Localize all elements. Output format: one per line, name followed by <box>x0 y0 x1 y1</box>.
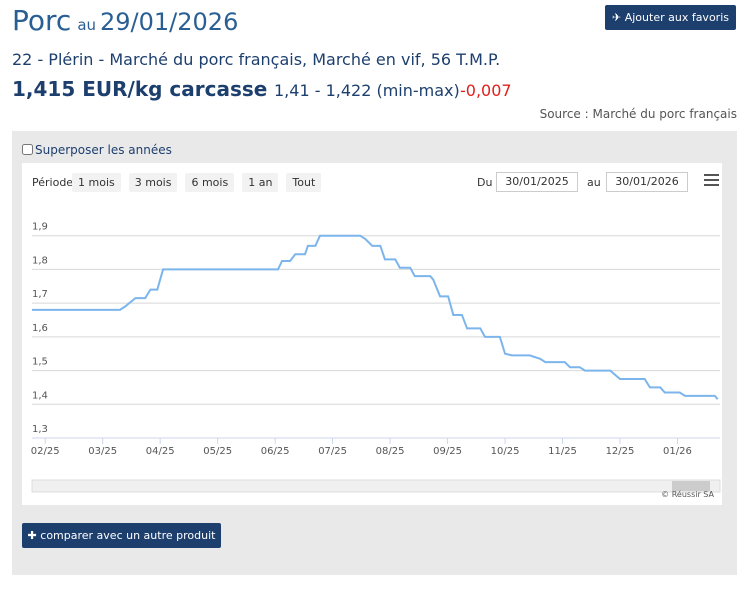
y-tick-label: 1,5 <box>32 357 48 368</box>
date-prefix: au <box>77 16 97 34</box>
y-tick-label: 1,3 <box>32 424 48 435</box>
y-tick-label: 1,4 <box>32 390 48 401</box>
x-tick-label: 03/25 <box>88 446 117 457</box>
subtitle: 22 - Plérin - Marché du porc français, M… <box>12 50 501 69</box>
period-label: Période <box>32 176 74 189</box>
product-title: Porc <box>12 4 72 37</box>
chart-box <box>22 163 722 505</box>
compare-label: comparer avec un autre produit <box>40 529 216 542</box>
x-tick-label: 11/25 <box>548 446 577 457</box>
price: 1,415 EUR/kg carcasse <box>12 77 268 101</box>
to-label: au <box>587 176 601 189</box>
from-label: Du <box>477 176 493 189</box>
price-change: -0,007 <box>460 81 512 100</box>
date: 29/01/2026 <box>100 8 239 36</box>
y-tick-label: 1,7 <box>32 289 48 300</box>
scrollbar-thumb[interactable] <box>672 481 710 491</box>
price-range: 1,41 - 1,422 (min-max) <box>274 81 460 100</box>
favorite-button[interactable]: ✈ Ajouter aux favoris <box>605 5 736 30</box>
y-tick-label: 1,6 <box>32 323 48 334</box>
y-tick-label: 1,8 <box>32 255 48 266</box>
period-buttons: 1 mois 3 mois 6 mois 1 an Tout <box>72 173 322 192</box>
period-button[interactable]: 3 mois <box>128 173 178 192</box>
menu-button[interactable] <box>704 174 719 188</box>
overlay-label: Superposer les années <box>35 143 172 157</box>
period-button[interactable]: Tout <box>286 173 322 192</box>
x-tick-label: 06/25 <box>261 446 290 457</box>
compare-button[interactable]: ✚ comparer avec un autre produit <box>22 523 221 548</box>
x-tick-label: 04/25 <box>146 446 175 457</box>
x-tick-label: 07/25 <box>318 446 347 457</box>
credits: © Réussir SA <box>661 489 714 499</box>
favorite-label: Ajouter aux favoris <box>624 11 729 24</box>
x-tick-label: 12/25 <box>606 446 635 457</box>
x-tick-label: 10/25 <box>491 446 520 457</box>
overlay-option[interactable]: Superposer les années <box>22 143 172 157</box>
x-tick-label: 09/25 <box>433 446 462 457</box>
period-button[interactable]: 1 mois <box>72 173 121 192</box>
period-button[interactable]: 1 an <box>242 173 279 192</box>
y-tick-label: 1,9 <box>32 222 48 233</box>
x-tick-label: 08/25 <box>376 446 405 457</box>
overlay-checkbox[interactable] <box>22 144 33 155</box>
chart: © Réussir SA 1,3 1,4 1,5 1,6 1,7 1,8 1,9 02/25 0… <box>31 222 721 499</box>
price-line <box>32 234 719 400</box>
x-tick-label: 02/25 <box>31 446 60 457</box>
x-tick-label: 05/25 <box>203 446 232 457</box>
from-input[interactable]: 30/01/2025 <box>496 172 578 192</box>
x-tick-label: 01/26 <box>663 446 692 457</box>
source: Source : Marché du porc français <box>539 107 737 121</box>
period-button[interactable]: 6 mois <box>185 173 235 192</box>
scrollbar[interactable] <box>31 479 721 493</box>
title-row: Porc au 29/01/2026 <box>12 4 238 37</box>
to-input[interactable]: 30/01/2026 <box>606 172 688 192</box>
